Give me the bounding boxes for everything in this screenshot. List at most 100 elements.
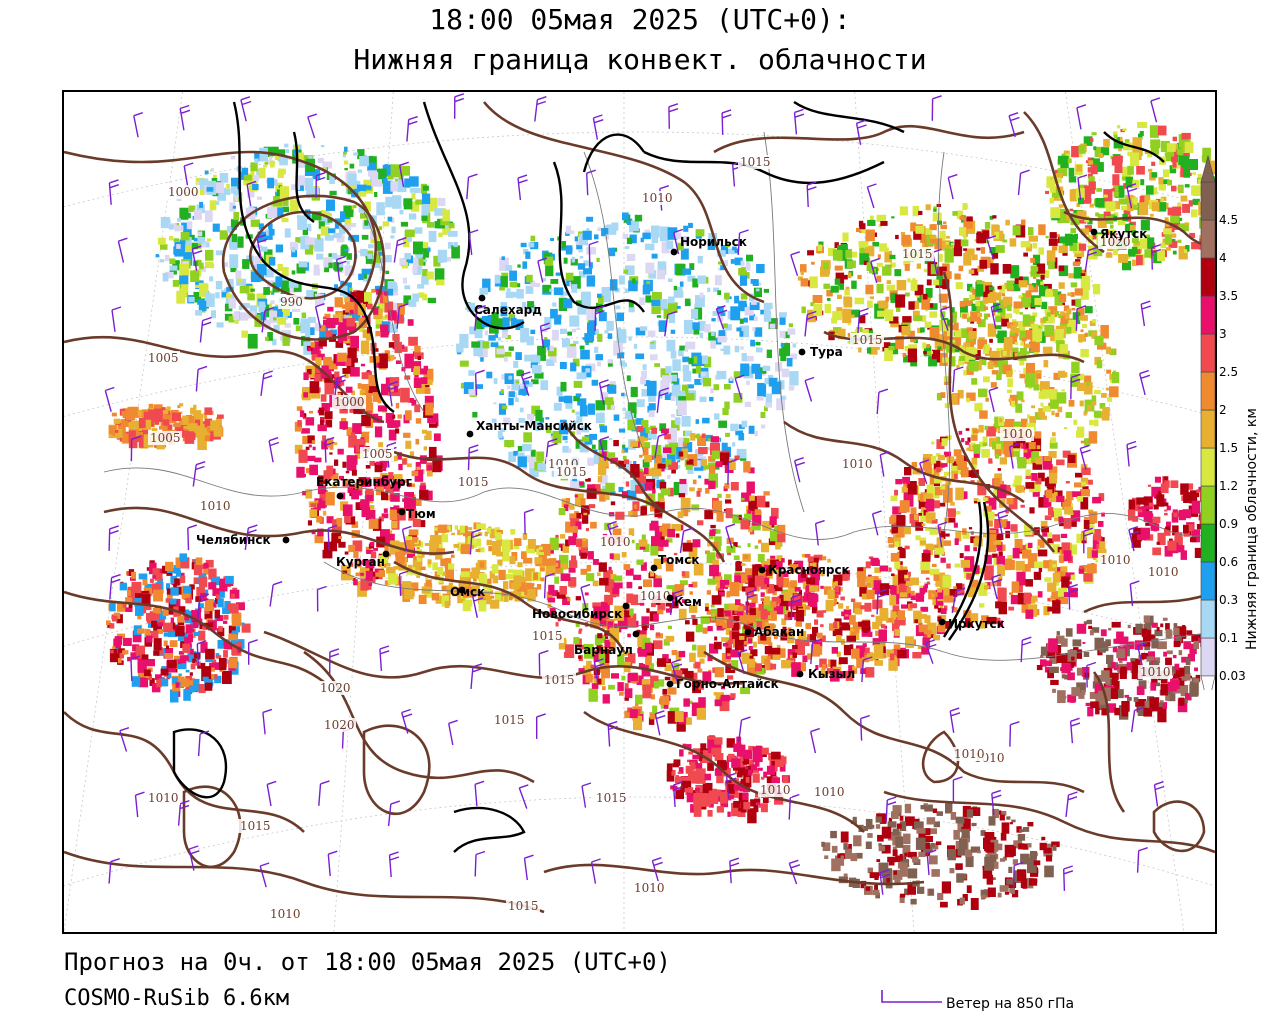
isobar-label: 1010 [842,457,873,471]
legend-tick-label: 0.6 [1219,555,1238,569]
city-label: Иркутск [948,617,1005,631]
isobar-label: 1010 [1100,553,1131,567]
city-label: Кызыл [808,667,855,681]
city-marker[interactable] [632,630,640,638]
isobar-label: 1015 [596,791,627,805]
isobar-label: 1015 [544,673,575,687]
city-label: Ханты-Мансийск [476,419,592,433]
isobar-label: 1010 [1148,565,1179,579]
city-marker[interactable] [650,564,658,572]
legend-swatch [1200,219,1216,259]
isobar-label: 1010 [270,907,301,921]
city-label: Салехард [474,303,542,317]
city-marker[interactable] [744,628,752,636]
isobar-label: 1010 [814,785,845,799]
city-marker[interactable] [282,536,290,544]
isobar-label: 1010 [600,535,631,549]
map-title: 18:00 05мая 2025 (UTC+0): [429,3,851,36]
isobar-label: 1020 [1100,235,1131,249]
isobar-line [482,101,765,304]
legend-colorbar [1200,154,1216,690]
isobar-label: 1010 [148,791,179,805]
isobar-label: 1015 [556,465,587,479]
city-marker[interactable] [666,594,674,602]
isobar-line [393,450,665,514]
isobar-label: 1010 [1002,427,1033,441]
city-marker[interactable] [398,508,406,516]
isobar-label: 1015 [458,475,489,489]
city-marker[interactable] [666,680,674,688]
city-marker[interactable] [938,618,946,626]
city-marker[interactable] [758,566,766,574]
legend-arrow-bottom [1200,675,1216,690]
city-label: Омск [450,585,485,599]
city-marker[interactable] [382,550,390,558]
isobar-line [362,724,431,815]
isobar-line [221,194,386,341]
isobar-label: 1010 [954,747,985,761]
isobar-label: 1015 [852,333,883,347]
legend-tick-label: 2 [1219,403,1227,417]
isobar-label: 1010 [640,589,671,603]
city-label: Кем [674,595,702,609]
city-label: Тура [810,345,843,359]
isobar-labels: 1000 990 1005 1005 1000 1005 1010 1010 1015 1010 1… [146,155,1180,921]
legend-swatch [1200,447,1216,487]
isobar-label: 1010 [1140,665,1171,679]
legend-tick-label: 3 [1219,327,1227,341]
city-markers: Норильск Якутск Салехард Тура Ханты-Мансийск… [196,227,1147,691]
isobar-line [543,863,925,886]
city-marker[interactable] [458,586,466,594]
legend-tick-label: 0.1 [1219,631,1238,645]
legend-swatch [1200,523,1216,563]
legend-swatch [1200,409,1216,449]
legend-swatch [1200,637,1216,677]
city-marker[interactable] [1090,228,1098,236]
isobar-label: 1005 [362,447,393,461]
isobar-line [1083,590,1215,614]
isobar-line [942,271,1056,553]
isobar-label: 1015 [532,629,563,643]
isobar-label: 1015 [508,899,539,913]
forecast-map[interactable]: 1000 990 1005 1005 1000 1005 1010 1010 1015 1010 1… [62,90,1217,934]
isobar-line [64,590,325,684]
legend-tick-label: 0.9 [1219,517,1238,531]
isobar-label: 1020 [320,681,351,695]
legend-tick-label: 1.2 [1219,479,1238,493]
legend-tick-labels: 0.03 0.1 0.3 0.6 0.9 1.2 1.5 2 2.5 3 3.5 4 4.5 [1219,213,1246,683]
isobar-label: 1005 [148,351,179,365]
isobar-line [182,785,242,869]
isobar-label: 1000 [168,185,199,199]
legend-swatch [1200,599,1216,639]
city-label: Челябинск [196,533,271,547]
legend-swatch [1200,333,1216,373]
city-marker[interactable] [622,602,630,610]
legend-arrow-top [1200,154,1216,183]
city-marker[interactable] [796,670,804,678]
isobar-line [1023,111,1105,254]
isobar-line [783,420,1025,504]
city-marker[interactable] [336,492,344,500]
city-marker[interactable] [670,248,678,256]
map-canvas: 1000 990 1005 1005 1000 1005 1010 1010 1015 1010 1… [64,92,1215,932]
isobar-line [103,506,455,555]
isobar-line [393,560,626,653]
wind-legend-label: Ветер на 850 гПа [946,996,1075,1012]
isobar-label: 1010 [642,191,673,205]
city-label: Горно-Алтайск [676,677,779,691]
city-marker[interactable] [798,348,806,356]
legend-swatch [1200,295,1216,335]
city-label: Курган [336,555,385,569]
isobar-label: 1015 [740,155,771,169]
isobar-label: 1010 [634,881,665,895]
legend-tick-label: 4 [1219,251,1227,265]
city-label: Норильск [680,235,747,249]
isobar-line [1092,671,1126,813]
isobar-label: 990 [280,295,303,309]
forecast-caption: Прогноз на 0ч. от 18:00 05мая 2025 (UTC+… [64,948,671,976]
city-label: Екатеринбург [316,475,412,489]
city-marker[interactable] [466,430,474,438]
wind-barbs-850hpa [104,93,1165,895]
isobar-label: 1010 [760,783,791,797]
city-marker[interactable] [478,294,486,302]
